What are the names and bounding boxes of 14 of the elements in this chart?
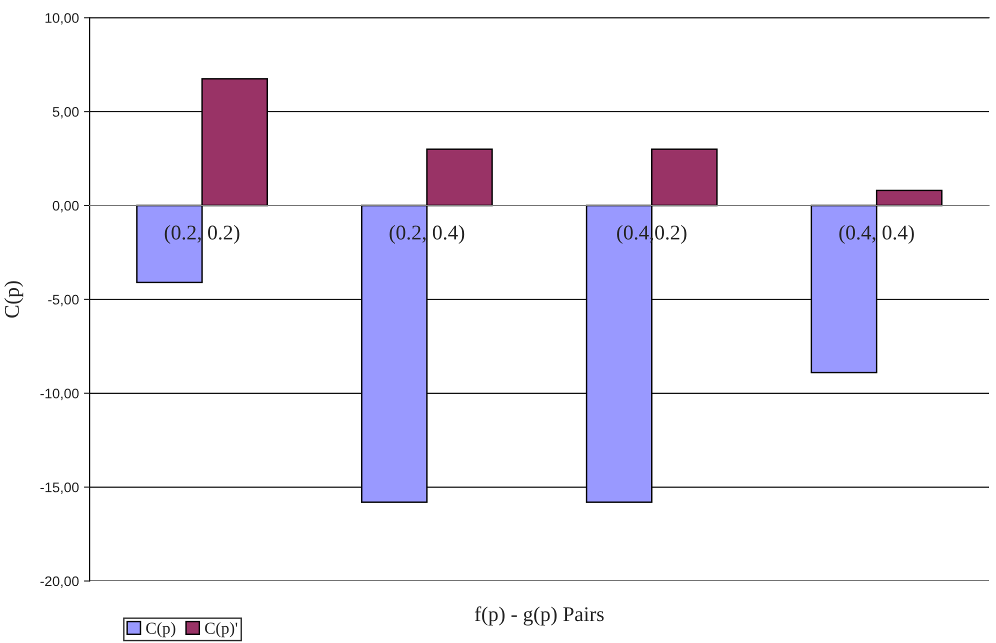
- x-tick-label: (0.2, 0.4): [390, 224, 464, 244]
- x-axis-title: f(p) - g(p) Pairs: [474, 606, 604, 626]
- y-tick-label: 0,00: [52, 200, 79, 212]
- y-tick-label: -10,00: [40, 388, 79, 400]
- y-tick-label: -15,00: [40, 482, 79, 494]
- y-tick-label: 10,00: [46, 13, 79, 25]
- y-tick-label: -5,00: [48, 294, 79, 306]
- y-tick-label: 5,00: [52, 106, 79, 118]
- y-axis-title: C(p): [4, 281, 24, 318]
- legend-label: C(p)': [205, 622, 238, 638]
- x-tick-label: (0.4, 0.4): [839, 224, 914, 244]
- y-tick-label: -20,00: [40, 576, 79, 588]
- legend-label: C(p): [146, 622, 176, 638]
- x-tick-label: (0.2, 0.2): [164, 224, 240, 244]
